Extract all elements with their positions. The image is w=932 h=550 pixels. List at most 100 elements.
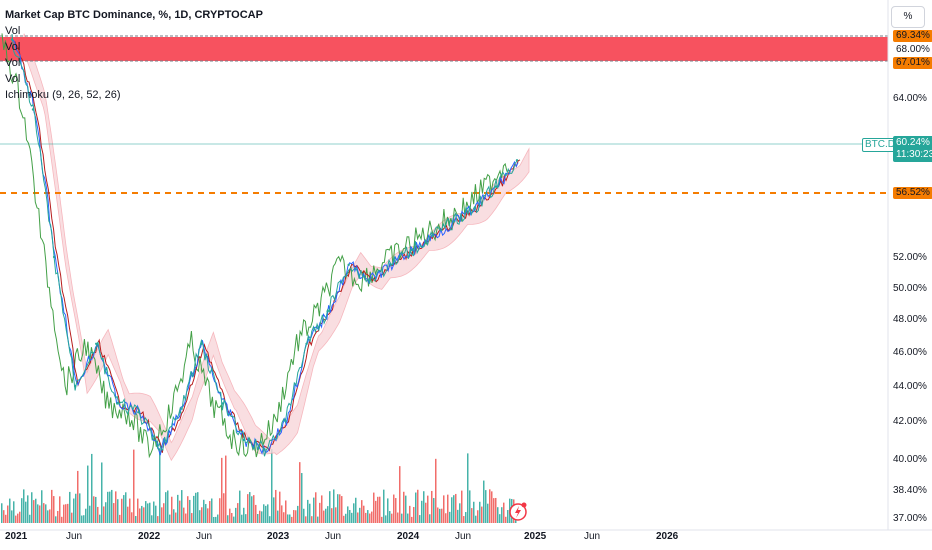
volume-bar: [387, 498, 389, 523]
volume-bar: [85, 508, 87, 523]
volume-bar: [177, 494, 179, 523]
volume-bar: [21, 498, 23, 523]
volume-bar: [297, 505, 299, 523]
volume-bar: [505, 516, 507, 523]
volume-bar: [139, 508, 141, 523]
volume-bar: [271, 449, 273, 523]
zone-top-tag: 69.34%: [893, 30, 932, 42]
volume-bar: [337, 494, 339, 523]
volume-bar: [273, 497, 275, 523]
volume-bar: [339, 494, 341, 523]
volume-bar: [395, 498, 397, 523]
volume-bar: [83, 515, 85, 523]
volume-bar: [279, 491, 281, 523]
volume-bar: [275, 489, 277, 523]
legend-indicator-vol-1[interactable]: Vol: [5, 25, 21, 37]
volume-bar: [75, 493, 77, 523]
data-point: [473, 206, 477, 209]
volume-bar: [307, 499, 309, 523]
volume-bar: [27, 495, 29, 523]
data-point: [10, 38, 14, 41]
x-tick-label: Jun: [584, 531, 601, 542]
volume-bar: [23, 489, 25, 523]
volume-bar: [165, 492, 167, 523]
volume-bar: [417, 489, 419, 523]
volume-bar: [49, 509, 51, 523]
volume-bar: [171, 496, 173, 523]
volume-bar: [201, 507, 203, 523]
volume-bar: [127, 506, 129, 523]
volume-bar: [39, 505, 41, 523]
volume-bar: [169, 514, 171, 523]
data-point: [73, 384, 77, 388]
volume-bar: [349, 509, 351, 523]
volume-bar: [45, 504, 47, 523]
data-point: [452, 220, 456, 223]
volume-bar: [303, 508, 305, 523]
chart-legend: Market Cap BTC Dominance, %, 1D, CRYPTOC…: [5, 7, 263, 103]
volume-bar: [409, 505, 411, 523]
data-point: [52, 255, 56, 259]
volume-bar: [59, 496, 61, 523]
volume-bar: [187, 496, 189, 523]
volume-bar: [91, 453, 93, 523]
data-point: [242, 438, 245, 442]
data-point: [431, 234, 434, 237]
volume-bar: [111, 489, 113, 523]
volume-bar: [443, 495, 445, 523]
volume-bar: [243, 507, 245, 523]
volume-bar: [329, 491, 331, 523]
volume-bar: [149, 502, 151, 523]
volume-bar: [431, 490, 433, 523]
ichimoku-cloud: [23, 33, 530, 462]
volume-bar: [313, 497, 315, 523]
volume-bar: [445, 513, 447, 523]
x-tick-label: Jun: [325, 531, 342, 542]
volume-bar: [325, 508, 327, 523]
volume-bar: [507, 510, 509, 523]
volume-bar: [155, 505, 157, 523]
x-tick-label: 2024: [397, 531, 420, 542]
volume-bar: [369, 513, 371, 523]
y-tick-label: 64.00%: [893, 93, 927, 104]
volume-bar: [261, 511, 263, 523]
volume-bar: [497, 507, 499, 523]
volume-bar: [9, 498, 11, 523]
volume-bar: [5, 514, 7, 523]
volume-bar: [461, 490, 463, 523]
volume-bar: [167, 490, 169, 523]
y-tick-label: 44.00%: [893, 381, 927, 392]
zone-bottom-tag: 67.01%: [893, 57, 932, 69]
y-tick-label: 42.00%: [893, 416, 927, 427]
legend-indicator-ichimoku[interactable]: Ichimoku (9, 26, 52, 26): [5, 89, 121, 101]
flash-icon[interactable]: [509, 502, 527, 521]
volume-bar: [17, 513, 19, 523]
volume-bar: [31, 492, 33, 523]
volume-bar: [33, 500, 35, 523]
legend-indicator-vol-2[interactable]: Vol: [5, 41, 21, 53]
volume-bar: [281, 505, 283, 523]
percent-scale-button[interactable]: %: [891, 6, 925, 28]
volume-bar: [131, 512, 133, 523]
volume-bar: [351, 512, 353, 523]
volume-bar: [223, 493, 225, 523]
chart-title: Market Cap BTC Dominance, %, 1D, CRYPTOC…: [5, 9, 263, 21]
volume-bar: [51, 489, 53, 523]
volume-bar: [501, 507, 503, 523]
volume-bar: [7, 505, 9, 523]
legend-indicator-vol-4[interactable]: Vol: [5, 73, 21, 85]
x-tick-label: 2025: [524, 531, 547, 542]
resistance-zone: [0, 37, 888, 61]
volume-bar: [265, 505, 267, 523]
volume-bar: [385, 515, 387, 523]
volume-bar: [479, 501, 481, 523]
legend-indicator-vol-3[interactable]: Vol: [5, 57, 21, 69]
volume-bar: [263, 504, 265, 523]
data-point: [389, 263, 392, 266]
volume-bar: [99, 514, 101, 523]
volume-bar: [101, 462, 103, 523]
volume-bar: [185, 513, 187, 523]
volume-bar: [61, 516, 63, 523]
volume-bar: [503, 502, 505, 523]
